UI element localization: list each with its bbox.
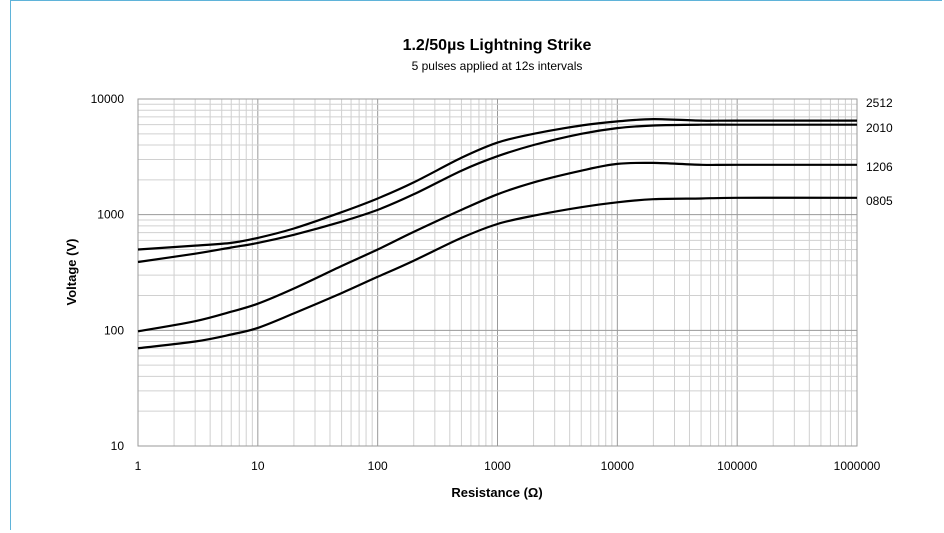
y-tick-label: 100: [104, 323, 124, 337]
x-tick-label: 10: [251, 459, 265, 473]
series-label-2010: 2010: [866, 121, 893, 135]
x-axis-label: Resistance (Ω): [451, 485, 542, 500]
x-tick-label: 10000: [601, 459, 635, 473]
x-tick-label: 100000: [717, 459, 757, 473]
plot-area-border: [137, 98, 858, 447]
tick-labels: 1 10 100 1000 10000 100000 1000000 10 100 1000 100…: [91, 92, 881, 473]
series-label-2512: 2512: [866, 96, 893, 110]
chart-title: 1.2/50µs Lightning Strike: [403, 37, 592, 54]
series-line-2010: [137, 123, 857, 264]
x-tick-label: 1: [135, 459, 142, 473]
x-tick-label: 100: [368, 459, 388, 473]
chart-frame: [10, 0, 942, 530]
series-label-0805: 0805: [866, 194, 893, 208]
grid: [137, 98, 858, 447]
x-tick-label: 1000000: [834, 459, 881, 473]
x-tick-label: 1000: [484, 459, 511, 473]
series-line-0805: [137, 196, 858, 350]
series-line-2512: [137, 117, 857, 251]
y-axis-label: Voltage (V): [64, 239, 79, 306]
series-line-1206: [137, 161, 857, 333]
series-lines: [137, 117, 858, 350]
chart-subtitle: 5 pulses applied at 12s intervals: [412, 59, 583, 73]
series-labels: 2512 2010 1206 0805: [866, 96, 893, 208]
y-tick-label: 1000: [97, 208, 124, 222]
series-label-1206: 1206: [866, 160, 893, 174]
y-tick-label: 10: [111, 439, 125, 453]
y-tick-label: 10000: [91, 92, 125, 106]
